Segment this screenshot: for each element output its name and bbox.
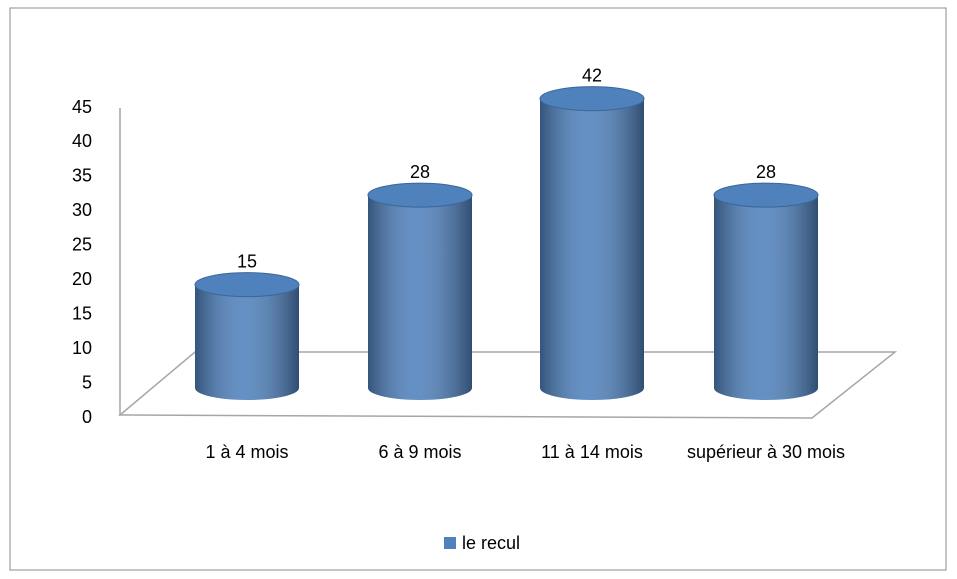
x-tick-label: 1 à 4 mois xyxy=(205,442,289,462)
bar-top xyxy=(194,272,300,298)
bar-top xyxy=(713,182,819,208)
y-tick-label: 25 xyxy=(72,235,92,255)
data-label: 28 xyxy=(756,162,776,182)
bar-shading xyxy=(714,195,818,400)
y-tick-label: 40 xyxy=(72,131,92,151)
border xyxy=(9,7,947,571)
y-tick-label: 15 xyxy=(72,303,92,323)
x-tick-label: supérieur à 30 mois xyxy=(686,442,846,462)
y-tick-label: 20 xyxy=(72,269,92,289)
bar-top xyxy=(539,86,645,112)
data-label: 15 xyxy=(237,251,257,271)
legend-swatch xyxy=(444,537,456,549)
data-label: 42 xyxy=(582,65,602,85)
bar-shading xyxy=(195,284,299,400)
bar-top xyxy=(367,182,473,208)
y-tick-label: 0 xyxy=(82,407,92,427)
y-tick-label: 30 xyxy=(72,200,92,220)
x-tick-label: 11 à 14 mois xyxy=(541,442,643,462)
y-tick-label: 45 xyxy=(72,97,92,117)
x-tick-label: 6 à 9 mois xyxy=(378,442,462,462)
bar-shading xyxy=(368,195,472,400)
y-tick-label: 5 xyxy=(82,372,92,392)
floor xyxy=(117,351,898,419)
bar-shading xyxy=(540,98,644,401)
y-tick-label: 10 xyxy=(72,338,92,358)
y-tick-label: 35 xyxy=(72,166,92,186)
legend-label: le recul xyxy=(462,533,520,553)
data-label: 28 xyxy=(410,162,430,182)
